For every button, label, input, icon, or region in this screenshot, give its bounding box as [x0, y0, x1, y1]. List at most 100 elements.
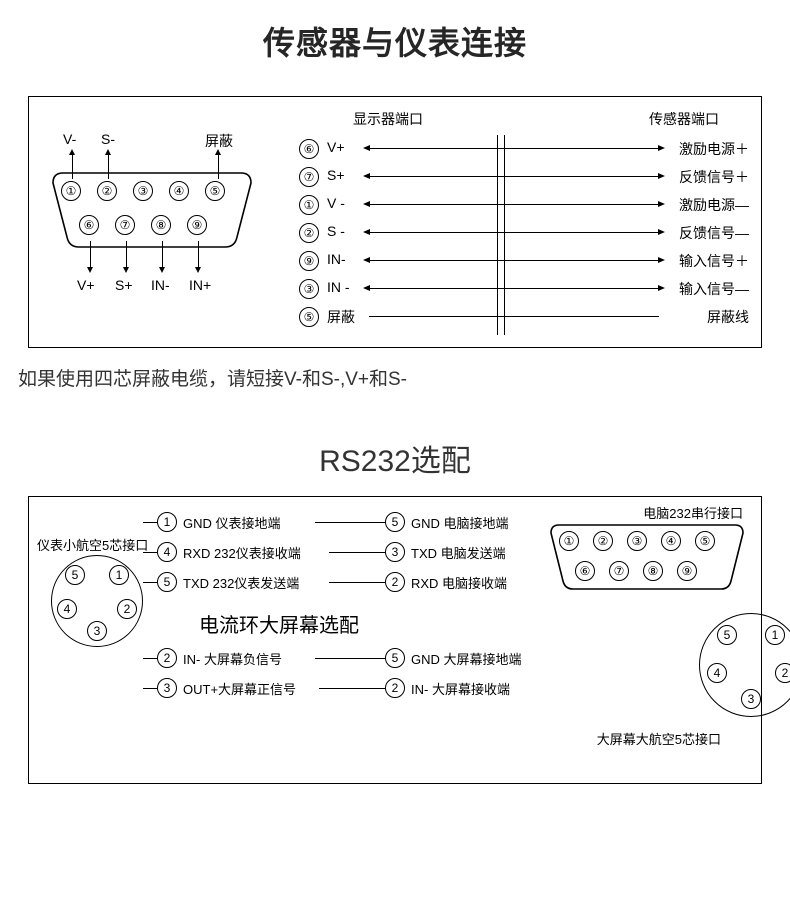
- arrow-icon: [658, 173, 665, 179]
- rs232-rpin: 5: [385, 512, 405, 532]
- map-left-name: IN -: [327, 279, 350, 295]
- din5-pin: 2: [775, 663, 790, 683]
- din5-pin: 3: [741, 689, 761, 709]
- map-pin: ⑥: [299, 139, 319, 159]
- map-pin: ③: [299, 279, 319, 299]
- line: [315, 658, 385, 659]
- signal-mapping: 显示器端口 传感器端口 ⑥ V+ 激励电源＋ ⑦ S+ 反馈信号＋ ① V - …: [299, 105, 749, 340]
- db9-row2: ⑥ ⑦ ⑧ ⑨: [79, 215, 207, 235]
- map-left-name: S+: [327, 167, 345, 183]
- map-pin: ⑨: [299, 251, 319, 271]
- loop-rtxt: GND 大屏幕接地端: [411, 649, 522, 668]
- line: [143, 522, 157, 523]
- line: [90, 241, 91, 267]
- pin-2: ②: [97, 181, 117, 201]
- db9-pc-icon: ① ② ③ ④ ⑤ ⑥ ⑦ ⑧ ⑨: [545, 523, 749, 593]
- arrow-icon: [123, 267, 129, 273]
- map-left-name: V -: [327, 195, 345, 211]
- map-row: ① V - 激励电源—: [299, 191, 749, 219]
- map-row: ⑥ V+ 激励电源＋: [299, 135, 749, 163]
- page: 传感器与仪表连接 V- S- 屏蔽 ① ② ③ ④: [0, 0, 790, 897]
- loop-lpin: 3: [157, 678, 177, 698]
- current-loop-title: 电流环大屏幕选配: [199, 609, 359, 638]
- pin-label-v-plus: V+: [77, 277, 95, 293]
- right-din5-label: 大屏幕大航空5芯接口: [597, 729, 721, 748]
- col-head-sensor: 传感器端口: [649, 109, 719, 129]
- rs232-title: RS232选配: [0, 436, 790, 480]
- pin-label-s-minus: S-: [101, 131, 115, 147]
- map-left-name: IN-: [327, 251, 346, 267]
- line: [143, 582, 157, 583]
- arrow-icon: [87, 267, 93, 273]
- db9b-pin: ②: [593, 531, 613, 551]
- rs232-row: 4 RXD 232仪表接收端 3 TXD 电脑发送端: [157, 541, 547, 563]
- map-pin: ⑦: [299, 167, 319, 187]
- loop-row: 3 OUT+大屏幕正信号 2 IN- 大屏幕接收端: [157, 677, 547, 699]
- map-right-name: 输入信号—: [679, 279, 749, 299]
- din5-pin: 5: [717, 625, 737, 645]
- db9b-pin: ⑨: [677, 561, 697, 581]
- pin-5: ⑤: [205, 181, 225, 201]
- db9-connector: V- S- 屏蔽 ① ② ③ ④ ⑤ ⑥: [47, 131, 271, 311]
- rs232-lpin: 1: [157, 512, 177, 532]
- pin-7: ⑦: [115, 215, 135, 235]
- line: [143, 688, 157, 689]
- din5-pin: 5: [65, 565, 85, 585]
- rs232-row: 5 TXD 232仪表发送端 2 RXD 电脑接收端: [157, 571, 547, 593]
- rs232-rtxt: RXD 电脑接收端: [411, 573, 507, 592]
- line: [126, 241, 127, 267]
- line: [369, 288, 659, 289]
- pin-9: ⑨: [187, 215, 207, 235]
- map-row: ⑦ S+ 反馈信号＋: [299, 163, 749, 191]
- loop-lpin: 2: [157, 648, 177, 668]
- arrow-icon: [658, 285, 665, 291]
- rs232-ltxt: RXD 232仪表接收端: [183, 543, 301, 562]
- db9b-pin: ①: [559, 531, 579, 551]
- line: [369, 260, 659, 261]
- loop-rpin: 5: [385, 648, 405, 668]
- map-row: ③ IN - 输入信号—: [299, 275, 749, 303]
- rs232-rtxt: TXD 电脑发送端: [411, 543, 506, 562]
- db9b-pin: ⑤: [695, 531, 715, 551]
- pin-label-s-plus: S+: [115, 277, 133, 293]
- line: [369, 148, 659, 149]
- left-connector-label: 仪表小航空5芯接口: [37, 535, 148, 554]
- rs232-ltxt: TXD 232仪表发送端: [183, 573, 299, 592]
- map-right-name: 激励电源＋: [679, 139, 749, 159]
- line: [369, 232, 659, 233]
- db9-row1: ① ② ③ ④ ⑤: [61, 181, 225, 201]
- rs232-rpin: 2: [385, 572, 405, 592]
- map-row: ⑨ IN- 输入信号＋: [299, 247, 749, 275]
- map-row: ② S - 反馈信号—: [299, 219, 749, 247]
- loop-rpin: 2: [385, 678, 405, 698]
- map-left-name: 屏蔽: [327, 307, 355, 327]
- pin-label-shield: 屏蔽: [205, 131, 233, 151]
- rs232-ltxt: GND 仪表接地端: [183, 513, 281, 532]
- din5-pin: 1: [109, 565, 129, 585]
- loop-ltxt: OUT+大屏幕正信号: [183, 679, 296, 698]
- arrow-icon: [195, 267, 201, 273]
- line: [143, 552, 157, 553]
- rs232-row: 1 GND 仪表接地端 5 GND 电脑接地端: [157, 511, 547, 533]
- din5-pin: 1: [765, 625, 785, 645]
- rs232-rpin: 3: [385, 542, 405, 562]
- pin-3: ③: [133, 181, 153, 201]
- map-right-name: 反馈信号—: [679, 223, 749, 243]
- map-right-name: 激励电源—: [679, 195, 749, 215]
- loop-row: 2 IN- 大屏幕负信号 5 GND 大屏幕接地端: [157, 647, 547, 669]
- din5-pin: 3: [87, 621, 107, 641]
- map-pin: ⑤: [299, 307, 319, 327]
- cable-note: 如果使用四芯屏蔽电缆，请短接V-和S-,V+和S-: [18, 364, 407, 391]
- pin-label-v-minus: V-: [63, 131, 76, 147]
- din5-pin: 4: [707, 663, 727, 683]
- map-left-name: S -: [327, 223, 345, 239]
- arrow-icon: [658, 201, 665, 207]
- map-pin: ②: [299, 223, 319, 243]
- line: [315, 522, 385, 523]
- map-row: ⑤ 屏蔽 屏蔽线: [299, 303, 749, 331]
- db9b-pin: ⑥: [575, 561, 595, 581]
- rs232-rtxt: GND 电脑接地端: [411, 513, 509, 532]
- map-right-name: 反馈信号＋: [679, 167, 749, 187]
- db9b-pin: ⑦: [609, 561, 629, 581]
- map-right-name: 屏蔽线: [707, 307, 749, 327]
